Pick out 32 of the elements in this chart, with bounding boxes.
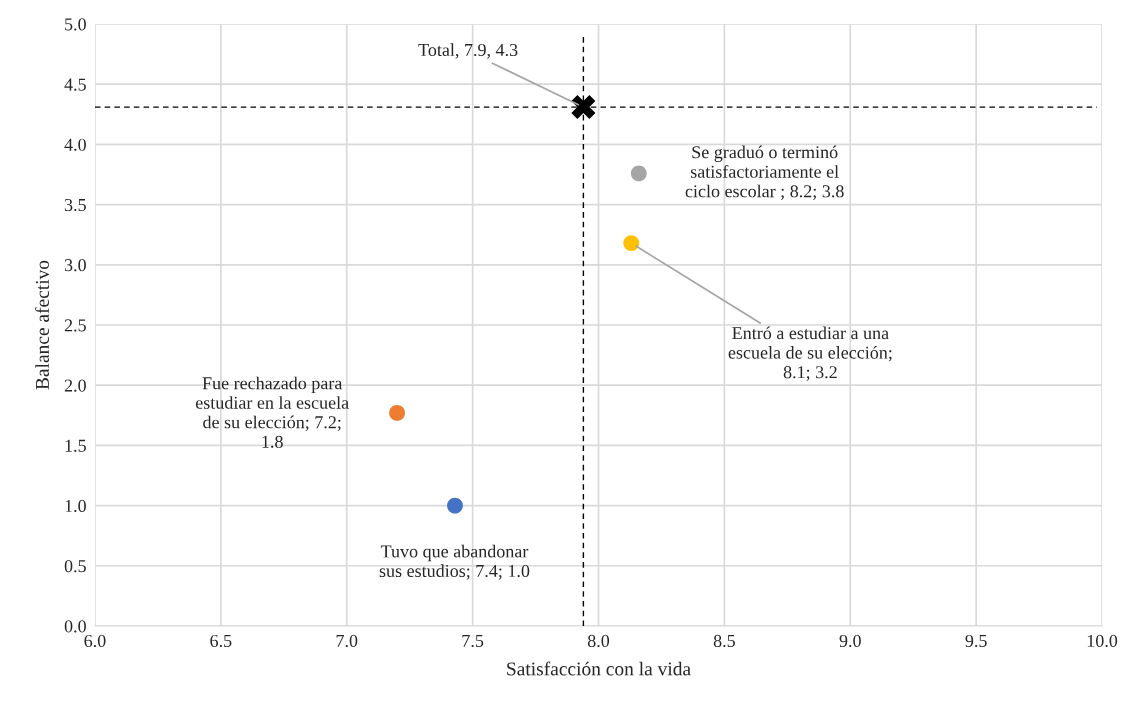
- y-tick-label: 3.0: [64, 259, 86, 272]
- point: [630, 165, 647, 182]
- y-tick-label: 5.0: [65, 18, 86, 31]
- x-tick-label: 9.0: [839, 634, 861, 648]
- point: [389, 404, 405, 421]
- x-tick-label: 10.0: [1087, 634, 1118, 648]
- annotation: Total, 7.9, 4.3: [418, 43, 518, 59]
- annotation: Fue rechazado para estudiar en la escuela de su elección; 7.2; 1.8: [195, 376, 349, 448]
- x-tick-label: 9.5: [965, 634, 987, 648]
- point: [571, 95, 596, 120]
- x-tick-label: 6.0: [84, 634, 106, 648]
- y-tick-label: 2.5: [64, 319, 86, 332]
- y-tick-label: 1.0: [65, 499, 86, 513]
- y-tick-label: 0.5: [64, 560, 86, 573]
- x-tick-label: 6.5: [210, 634, 232, 648]
- y-axis-title: Balance afectivo: [35, 260, 49, 390]
- x-tick-label: 8.5: [713, 634, 735, 648]
- y-tick-label: 2.0: [64, 379, 86, 392]
- y-tick-label: 3.5: [64, 198, 86, 212]
- y-tick-label: 1.5: [65, 439, 86, 452]
- annotation: Entró a estudiar a una escuela de su elección; 8.1; 3.2: [728, 326, 892, 381]
- x-tick-label: 7.5: [462, 635, 484, 648]
- x-axis-title: Satisfacción con la vida: [507, 661, 691, 676]
- x-tick-label: 8.0: [587, 634, 610, 648]
- y-tick-label: 4.0: [64, 138, 86, 151]
- y-tick-label: 4.5: [64, 78, 86, 91]
- point: [447, 497, 463, 514]
- annotation: Se graduó o terminó satisfactoriamente el ciclo escolar ; 8.2; 3.8: [685, 145, 844, 200]
- annotation: Tuvo que abandonar sus estudios; 7.4; 1.0: [379, 544, 530, 580]
- y-tick-label: 0.0: [64, 620, 86, 633]
- x-tick-label: 7.0: [336, 634, 358, 648]
- point: [623, 235, 640, 252]
